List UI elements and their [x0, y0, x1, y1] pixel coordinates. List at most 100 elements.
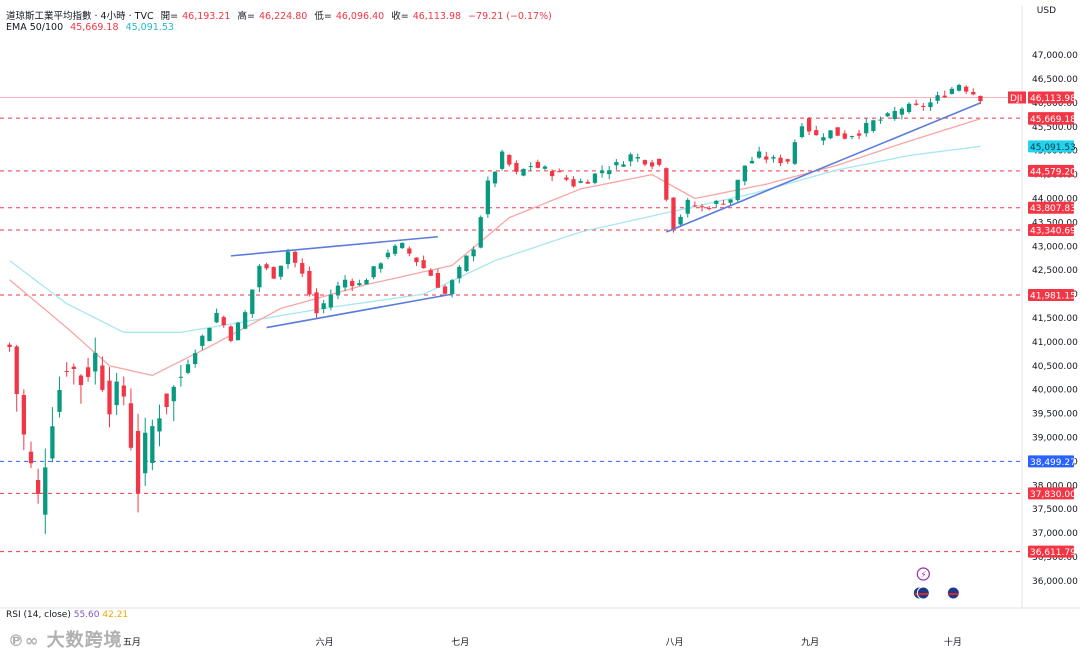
- candle[interactable]: [542, 165, 548, 171]
- candle[interactable]: [778, 154, 783, 167]
- candle[interactable]: [150, 419, 155, 471]
- candle[interactable]: [21, 389, 26, 451]
- candle[interactable]: [378, 262, 383, 273]
- candle[interactable]: [499, 149, 505, 171]
- candle[interactable]: [178, 365, 184, 387]
- candle[interactable]: [928, 98, 933, 111]
- candle[interactable]: [435, 268, 441, 288]
- candle[interactable]: [514, 160, 519, 175]
- rsi-legend[interactable]: RSI (14, close) 55.60 42.21: [6, 610, 128, 620]
- candle[interactable]: [714, 199, 719, 208]
- candle[interactable]: [214, 308, 219, 324]
- candle[interactable]: [14, 344, 19, 412]
- candle[interactable]: [7, 342, 12, 352]
- candle[interactable]: [599, 165, 605, 178]
- trendline[interactable]: [230, 235, 438, 257]
- candle[interactable]: [707, 205, 712, 211]
- trendline[interactable]: [666, 102, 981, 233]
- candle[interactable]: [892, 106, 897, 121]
- candle[interactable]: [628, 152, 633, 167]
- candle[interactable]: [607, 165, 612, 180]
- ema-legend[interactable]: EMA 50/100 45,669.18 45,091.53: [6, 22, 178, 33]
- candle[interactable]: [243, 310, 248, 330]
- candle[interactable]: [335, 281, 341, 300]
- candle[interactable]: [250, 289, 255, 318]
- candle[interactable]: [685, 198, 690, 218]
- candle[interactable]: [585, 179, 590, 184]
- candle[interactable]: [207, 327, 212, 342]
- candle[interactable]: [121, 376, 126, 406]
- candle[interactable]: [635, 153, 640, 163]
- candle[interactable]: [664, 167, 669, 202]
- currency-label[interactable]: USD: [1036, 6, 1056, 16]
- candle[interactable]: [785, 158, 790, 164]
- candle[interactable]: [721, 199, 726, 205]
- candle[interactable]: [143, 417, 148, 487]
- candle[interactable]: [571, 176, 576, 188]
- candle[interactable]: [292, 251, 298, 268]
- candle[interactable]: [914, 99, 919, 106]
- candle[interactable]: [414, 257, 419, 266]
- candle[interactable]: [678, 214, 683, 228]
- candle[interactable]: [507, 154, 512, 167]
- candle[interactable]: [842, 130, 847, 140]
- candle[interactable]: [93, 337, 98, 385]
- candle[interactable]: [428, 268, 433, 276]
- trendline[interactable]: [266, 293, 453, 329]
- candle[interactable]: [864, 118, 869, 137]
- candle[interactable]: [492, 171, 498, 188]
- candle[interactable]: [35, 468, 41, 504]
- candle[interactable]: [43, 448, 48, 535]
- candle[interactable]: [307, 266, 312, 297]
- candle[interactable]: [342, 275, 348, 292]
- candle[interactable]: [949, 86, 955, 95]
- candle[interactable]: [614, 159, 619, 170]
- candle[interactable]: [442, 284, 448, 295]
- candle[interactable]: [764, 151, 769, 164]
- candle[interactable]: [271, 266, 276, 279]
- candle[interactable]: [742, 165, 747, 186]
- candle[interactable]: [28, 441, 34, 469]
- candle[interactable]: [357, 279, 362, 286]
- candle[interactable]: [193, 349, 198, 368]
- candle[interactable]: [314, 288, 319, 318]
- candle[interactable]: [350, 278, 355, 292]
- candle[interactable]: [107, 367, 112, 428]
- candle[interactable]: [128, 388, 134, 451]
- candle[interactable]: [885, 112, 890, 118]
- candle[interactable]: [471, 246, 476, 262]
- candle[interactable]: [264, 262, 269, 271]
- candle[interactable]: [235, 321, 241, 341]
- candle[interactable]: [856, 129, 862, 140]
- candle[interactable]: [85, 357, 91, 382]
- candle[interactable]: [321, 299, 326, 314]
- candle[interactable]: [699, 203, 705, 212]
- candle[interactable]: [185, 359, 191, 375]
- candle[interactable]: [400, 242, 405, 249]
- candle[interactable]: [564, 175, 569, 182]
- candle[interactable]: [728, 199, 733, 206]
- candle[interactable]: [792, 139, 797, 166]
- candle[interactable]: [806, 116, 812, 136]
- candle[interactable]: [849, 135, 855, 140]
- candle[interactable]: [78, 373, 84, 404]
- candle[interactable]: [485, 176, 491, 218]
- candle[interactable]: [114, 372, 119, 416]
- candle[interactable]: [749, 156, 755, 164]
- candle[interactable]: [906, 102, 912, 114]
- candle[interactable]: [956, 83, 962, 92]
- candle[interactable]: [171, 385, 176, 422]
- candle[interactable]: [64, 362, 69, 377]
- candle[interactable]: [407, 246, 412, 257]
- candle[interactable]: [364, 278, 369, 285]
- candle[interactable]: [257, 264, 262, 293]
- ema50-line[interactable]: [9, 118, 981, 377]
- candle[interactable]: [671, 197, 676, 233]
- candle[interactable]: [835, 127, 840, 136]
- candle[interactable]: [578, 178, 583, 184]
- candle[interactable]: [478, 215, 483, 249]
- ema100-line[interactable]: [9, 145, 981, 333]
- candle[interactable]: [692, 201, 698, 208]
- candle[interactable]: [921, 103, 926, 111]
